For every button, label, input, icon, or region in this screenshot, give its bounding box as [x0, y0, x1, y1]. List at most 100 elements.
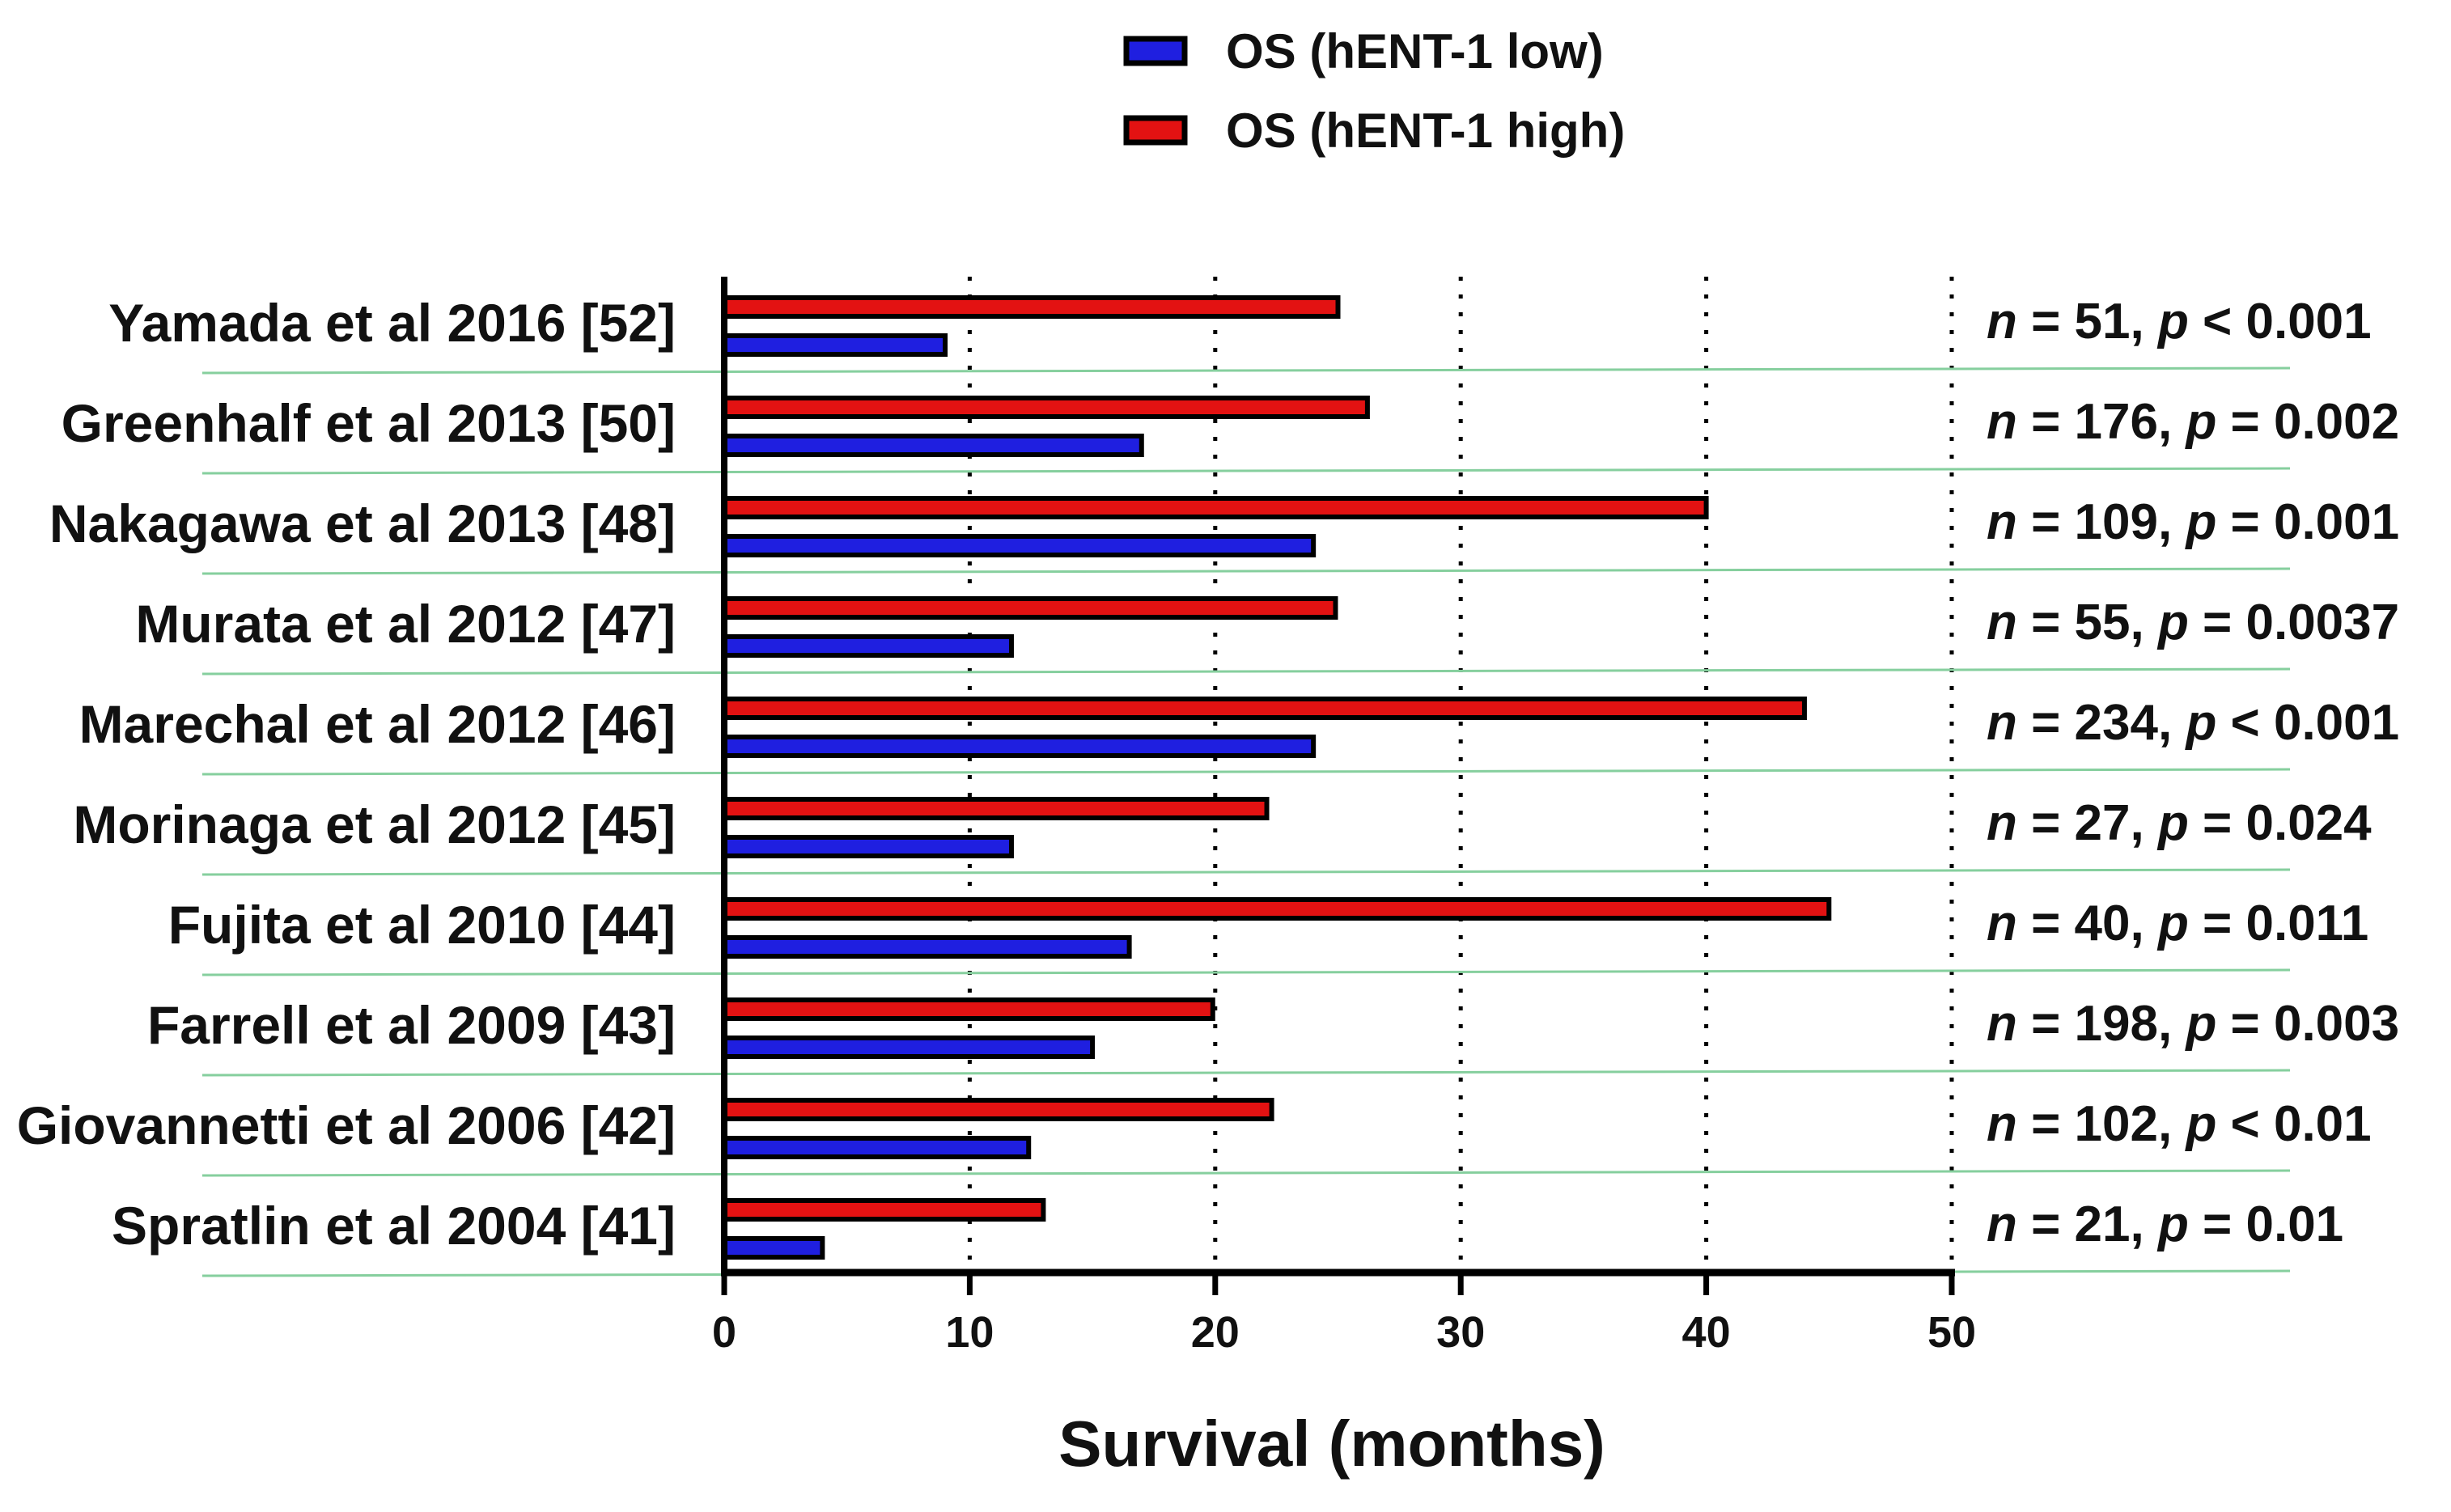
stats-annotation: n = 55, p = 0.0037 — [1987, 595, 2399, 650]
bar-low-6 — [722, 935, 1132, 959]
bar-low-4 — [722, 735, 1317, 758]
stats-annotation: n = 51, p < 0.001 — [1987, 294, 2372, 349]
stats-annotation: n = 109, p = 0.001 — [1987, 494, 2399, 550]
bar-low-2 — [722, 534, 1317, 557]
stats-annotation: n = 27, p = 0.024 — [1987, 795, 2372, 851]
bars — [722, 295, 1832, 1260]
legend-label-low: OS (hENT-1 low) — [1226, 24, 1604, 78]
row-separator — [201, 1169, 2291, 1177]
x-tick-label: 30 — [1436, 1308, 1485, 1357]
n-value: = 102, — [2017, 1096, 2186, 1152]
study-label: Giovannetti et al 2006 [42] — [17, 1095, 676, 1155]
bar-high-1 — [722, 396, 1370, 419]
p-symbol: p — [2156, 595, 2189, 650]
bar-high-6 — [722, 897, 1832, 921]
n-symbol: n — [1987, 896, 2017, 951]
study-label: Fujita et al 2010 [44] — [168, 895, 676, 955]
n-symbol: n — [1987, 1096, 2017, 1152]
n-value: = 198, — [2017, 996, 2186, 1052]
n-symbol: n — [1987, 795, 2017, 851]
n-symbol: n — [1987, 294, 2017, 349]
row-separator — [201, 567, 2291, 575]
bar-low-7 — [722, 1036, 1096, 1059]
stats-annotation: n = 40, p = 0.011 — [1987, 896, 2368, 951]
p-symbol: p — [2184, 494, 2216, 550]
n-value: = 176, — [2017, 394, 2186, 450]
bar-low-0 — [722, 333, 948, 357]
stats-annotation: n = 21, p = 0.01 — [1987, 1196, 2343, 1252]
n-value: = 27, — [2017, 795, 2158, 851]
bar-low-3 — [722, 634, 1014, 658]
bar-low-5 — [722, 835, 1014, 858]
p-symbol: p — [2184, 1096, 2216, 1152]
p-value: < 0.001 — [2216, 695, 2399, 751]
n-value: = 40, — [2017, 896, 2158, 951]
study-label: Farrell et al 2009 [43] — [147, 995, 676, 1055]
study-label: Greenhalf et al 2013 [50] — [61, 393, 676, 453]
n-symbol: n — [1987, 595, 2017, 650]
p-value: = 0.002 — [2216, 394, 2399, 450]
p-value: = 0.0037 — [2189, 595, 2399, 650]
p-symbol: p — [2156, 896, 2189, 951]
legend: OS (hENT-1 low) OS (hENT-1 high) — [1123, 24, 1625, 158]
row-separator — [201, 667, 2291, 676]
row-separator — [201, 1069, 2291, 1077]
study-label: Marechal et al 2012 [46] — [79, 694, 676, 754]
legend-label-high: OS (hENT-1 high) — [1226, 104, 1625, 158]
p-value: = 0.011 — [2189, 896, 2368, 951]
p-value: < 0.01 — [2216, 1096, 2371, 1152]
bar-high-3 — [722, 596, 1338, 620]
stats-annotation: n = 176, p = 0.002 — [1987, 394, 2399, 450]
n-value: = 21, — [2017, 1196, 2158, 1252]
p-symbol: p — [2156, 294, 2189, 349]
row-separator — [201, 768, 2291, 776]
x-tick-label: 20 — [1191, 1308, 1240, 1357]
p-symbol: p — [2156, 1196, 2189, 1252]
bar-low-9 — [722, 1236, 825, 1260]
n-symbol: n — [1987, 695, 2017, 751]
study-label: Yamada et al 2016 [52] — [108, 293, 676, 353]
p-symbol: p — [2184, 695, 2216, 751]
row-separator — [201, 968, 2291, 976]
p-symbol: p — [2184, 996, 2216, 1052]
stats-annotation: n = 234, p < 0.001 — [1987, 695, 2399, 751]
n-value: = 51, — [2017, 294, 2158, 349]
stats-annotation: n = 102, p < 0.01 — [1987, 1096, 2372, 1152]
row-separator — [201, 366, 2291, 375]
bar-low-8 — [722, 1136, 1032, 1159]
gridlines — [967, 277, 1954, 1273]
p-value: = 0.003 — [2216, 996, 2399, 1052]
bar-high-7 — [722, 997, 1215, 1021]
x-tick-label: 50 — [1927, 1308, 1976, 1357]
study-label: Nakagawa et al 2013 [48] — [49, 493, 676, 553]
n-value: = 234, — [2017, 695, 2186, 751]
bar-high-2 — [722, 496, 1709, 519]
axes: 0 10 20 30 40 50 — [712, 277, 1976, 1357]
x-tick-label: 10 — [945, 1308, 994, 1357]
row-separator — [201, 467, 2291, 475]
n-symbol: n — [1987, 1196, 2017, 1252]
n-symbol: n — [1987, 996, 2017, 1052]
study-labels: Yamada et al 2016 [52] Greenhalf et al 20… — [17, 293, 676, 1256]
bar-high-0 — [722, 295, 1341, 319]
study-label: Morinaga et al 2012 [45] — [73, 794, 676, 854]
n-value: = 109, — [2017, 494, 2186, 550]
legend-swatch-low — [1123, 36, 1188, 66]
x-tick-label: 0 — [712, 1308, 736, 1357]
n-symbol: n — [1987, 494, 2017, 550]
bar-low-1 — [722, 434, 1144, 457]
p-value: = 0.01 — [2189, 1196, 2343, 1252]
n-value: = 55, — [2017, 595, 2158, 650]
bar-high-5 — [722, 797, 1270, 820]
bar-high-8 — [722, 1098, 1274, 1121]
bar-high-9 — [722, 1198, 1046, 1222]
x-tick-label: 40 — [1682, 1308, 1731, 1357]
stats-annotation: n = 198, p = 0.003 — [1987, 996, 2399, 1052]
legend-swatch-high — [1123, 115, 1188, 146]
p-symbol: p — [2156, 795, 2189, 851]
study-label: Murata et al 2012 [47] — [135, 594, 676, 654]
p-symbol: p — [2184, 394, 2216, 450]
p-value: < 0.001 — [2189, 294, 2372, 349]
